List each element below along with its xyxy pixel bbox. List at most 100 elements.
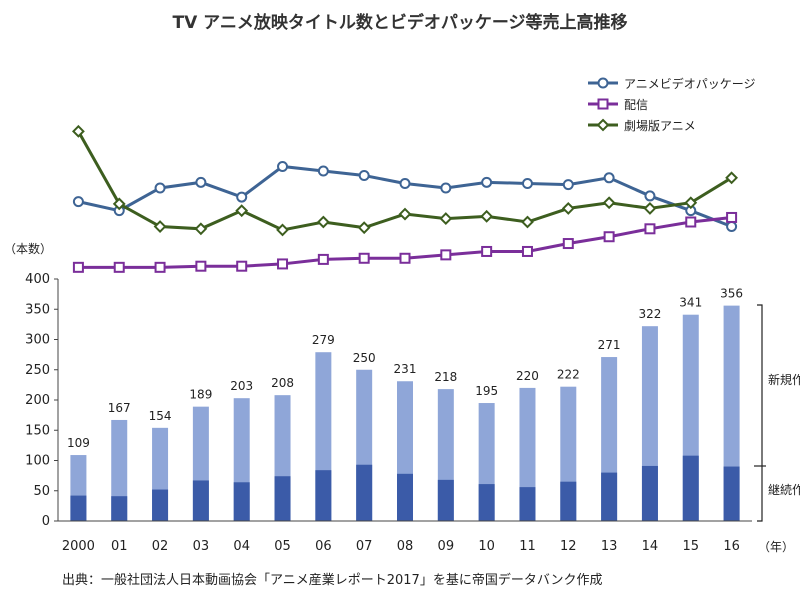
bars: 109 167 154 189 203 208 279 250 231 218 195 220 222 2… [67,287,743,521]
bar-value-label: 154 [149,409,172,423]
legend-item-video: アニメビデオパッケージ [588,76,756,91]
source-note: 出典：一般社団法人日本動画協会「アニメ産業レポート2017」を基に帝国データバン… [62,572,602,588]
x-tick-label: 13 [601,539,618,554]
y-tick-label: 250 [25,363,50,378]
legend-item-haishin: 配信 [588,98,648,112]
bar-value-label: 208 [271,376,294,390]
line-point [481,176,493,188]
annotation-continuing: 継続作品 [768,482,800,497]
line-point [154,182,166,194]
x-tick-label: 06 [315,539,332,554]
bar-value-label: 322 [638,307,661,321]
bar-continuing [70,495,87,521]
x-tick-label: 15 [682,539,699,554]
bar-continuing [192,480,209,521]
bar-continuing [560,481,577,521]
line-point [112,197,126,211]
line-point [317,165,329,177]
bar-value-label: 189 [189,388,212,402]
line-point [236,191,248,203]
line-point [644,223,656,235]
bar-continuing [233,482,250,521]
bar-continuing [152,489,169,521]
line-point [685,216,697,228]
bar-value-label: 220 [516,369,539,383]
bar-continuing [356,464,373,521]
line-point [521,215,534,229]
line-point [561,201,575,215]
line-point [194,222,208,236]
bar-continuing [682,455,699,521]
line-point [643,201,657,215]
bar-value-label: 271 [598,338,621,352]
bar-continuing [641,465,658,521]
line-point [358,252,370,264]
line-series [71,124,739,273]
bar-value-label: 356 [720,287,743,301]
bracket-annotation: 新規作 継続作品 [754,304,800,522]
line-point [72,261,84,273]
x-tick-label: 01 [111,539,128,554]
legend-item-gekijo: 劇場版アニメ [588,118,696,133]
bar-value-label: 222 [557,368,580,382]
bar-continuing [315,470,332,521]
line-point [440,182,452,194]
bar-new [111,419,128,521]
x-tick-label: 07 [356,539,373,554]
line-point [480,209,494,223]
bar-continuing [111,496,128,521]
line-point [440,249,452,261]
line-point [277,258,289,270]
y-unit-label: （本数） [4,241,52,256]
bar-continuing [274,476,291,521]
legend-label-video: アニメビデオパッケージ [624,76,756,91]
line-point [521,177,533,189]
line-point [521,245,533,257]
legend: アニメビデオパッケージ 配信 劇場版アニメ [588,76,756,133]
x-tick-label: 16 [723,539,740,554]
bar-value-label: 279 [312,333,335,347]
x-tick-label: 03 [193,539,210,554]
line-point [603,231,615,243]
line-point [236,260,248,272]
legend-label-gekijo: 劇場版アニメ [624,119,696,133]
bar-value-label: 195 [475,384,498,398]
line-point [644,190,656,202]
x-tick-label: 02 [152,539,169,554]
bar-value-label: 250 [353,351,376,365]
x-tick-label: 04 [233,539,250,554]
line-point [726,221,738,233]
bar-value-label: 167 [108,401,131,415]
x-tick-label: 10 [478,539,495,554]
line-point [603,172,615,184]
bar-continuing [519,487,536,521]
x-tick-label: 2000 [62,539,95,554]
bar-value-label: 218 [434,370,457,384]
y-axis: 0 50 100 150 200 250 300 350 400 [25,272,59,529]
line-point [562,179,574,191]
bar-continuing [478,484,495,521]
line-point [317,253,329,265]
annotation-new: 新規作 [768,372,800,387]
bar-value-label: 231 [394,362,417,376]
line-point [72,196,84,208]
line-point [316,215,330,229]
bar-continuing [601,472,618,521]
bar-value-label: 109 [67,436,90,450]
x-unit-label: （年） [758,540,794,554]
line-point [602,196,616,210]
line-point [195,260,207,272]
y-tick-label: 150 [25,423,50,438]
bar-value-label: 341 [679,296,702,310]
line-point [113,261,125,273]
x-tick-label: 05 [274,539,291,554]
line-point [399,177,411,189]
line-point [399,252,411,264]
line-point [439,212,453,226]
line-point [398,207,412,221]
line-point [357,221,371,235]
y-tick-label: 350 [25,302,50,317]
x-axis: 2000 01 02 03 04 05 06 07 08 09 10 11 12 13 14 15 16 [58,520,752,554]
line-point [276,223,289,237]
